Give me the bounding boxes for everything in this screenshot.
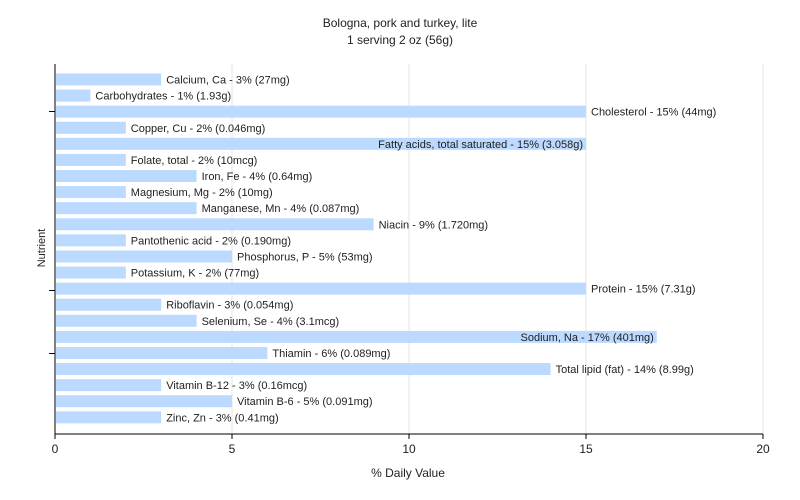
bar-label: Protein - 15% (7.31g) — [591, 284, 696, 296]
bar-label: Zinc, Zn - 3% (0.41mg) — [166, 412, 278, 424]
x-tick-label: 20 — [756, 442, 770, 456]
bar-label: Riboflavin - 3% (0.054mg) — [166, 300, 293, 312]
bar — [56, 153, 126, 166]
y-axis-label: Nutrient — [36, 229, 48, 268]
bar — [56, 346, 268, 359]
bar — [56, 363, 551, 376]
bar — [56, 170, 197, 183]
bar — [56, 330, 657, 343]
bar-label: Fatty acids, total saturated - 15% (3.05… — [378, 139, 583, 151]
bar-label: Copper, Cu - 2% (0.046mg) — [131, 123, 266, 135]
bar — [56, 266, 126, 279]
bar-label: Vitamin B-12 - 3% (0.16mcg) — [166, 380, 307, 392]
bar-label: Sodium, Na - 17% (401mg) — [521, 332, 654, 344]
bar-label: Folate, total - 2% (10mcg) — [131, 155, 258, 167]
bar — [56, 282, 586, 295]
bar-label: Magnesium, Mg - 2% (10mg) — [131, 187, 273, 199]
bar-label: Potassium, K - 2% (77mg) — [131, 268, 259, 280]
bar-label: Pantothenic acid - 2% (0.190mg) — [131, 235, 291, 247]
bar-label: Thiamin - 6% (0.089mg) — [272, 348, 390, 360]
bar-label: Phosphorus, P - 5% (53mg) — [237, 251, 373, 263]
bar — [56, 314, 197, 327]
bar — [56, 395, 232, 408]
bar — [56, 137, 586, 150]
bar — [56, 411, 162, 424]
bar — [56, 121, 126, 134]
bar — [56, 105, 586, 118]
chart-subtitle: 1 serving 2 oz (56g) — [346, 33, 454, 47]
bar-label: Cholesterol - 15% (44mg) — [591, 107, 716, 119]
bar — [56, 89, 91, 102]
x-tick-label: 10 — [402, 442, 416, 456]
bar — [56, 202, 197, 215]
bar — [56, 379, 162, 392]
bar-label: Calcium, Ca - 3% (27mg) — [166, 75, 289, 87]
bar-label: Vitamin B-6 - 5% (0.091mg) — [237, 396, 373, 408]
bar — [56, 218, 374, 231]
bar — [56, 298, 162, 311]
x-tick-label: 15 — [579, 442, 593, 456]
bar-label: Total lipid (fat) - 14% (8.99g) — [556, 364, 694, 376]
bar-label: Manganese, Mn - 4% (0.087mg) — [202, 203, 360, 215]
x-axis-label: % Daily Value — [371, 466, 445, 480]
bar-label: Carbohydrates - 1% (1.93g) — [95, 91, 231, 103]
bar — [56, 186, 126, 199]
bar — [56, 234, 126, 247]
x-tick-label: 0 — [52, 442, 59, 456]
bar — [56, 250, 232, 263]
bar — [56, 73, 162, 86]
bar-label: Selenium, Se - 4% (3.1mcg) — [202, 316, 340, 328]
bar-label: Niacin - 9% (1.720mg) — [379, 219, 488, 231]
bar-label: Iron, Fe - 4% (0.64mg) — [202, 171, 313, 183]
chart-title: Bologna, pork and turkey, lite — [322, 16, 478, 30]
x-tick-label: 5 — [229, 442, 236, 456]
